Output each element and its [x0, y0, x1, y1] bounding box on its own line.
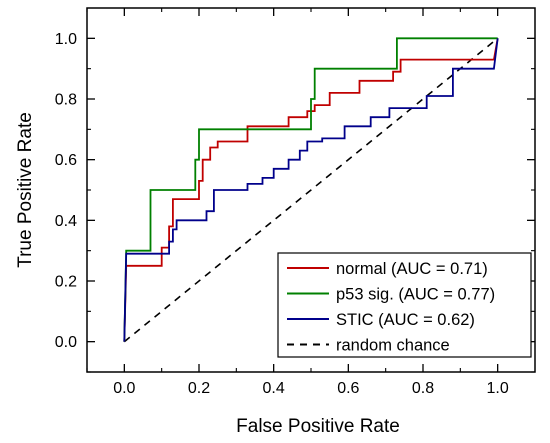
x-tick-label: 0.4 [263, 380, 285, 397]
series-line-0 [123, 38, 499, 342]
legend-label-2: STIC (AUC = 0.62) [336, 311, 475, 329]
legend-label-3: random chance [336, 337, 450, 355]
series-line-3 [123, 37, 499, 343]
y-tick-label: 0.0 [55, 334, 77, 351]
x-axis-title: False Positive Rate [236, 416, 400, 437]
legend-label-0: normal (AUC = 0.71) [336, 260, 488, 278]
legend-box [277, 252, 532, 358]
series-line-2 [123, 38, 499, 342]
x-tick-label: 0.8 [412, 380, 434, 397]
y-axis-title: True Positive Rate [15, 112, 36, 268]
legend: normal (AUC = 0.71) p53 sig. (AUC = 0.77)… [277, 252, 532, 358]
y-tick-label: 0.6 [55, 152, 77, 169]
x-tick-label: 1.0 [487, 380, 509, 397]
y-tick-label: 1.0 [55, 31, 77, 48]
axes: 0.0 0.2 0.4 0.6 0.8 1.0 0.0 0.2 0.4 0.6 0.8 1.0 [55, 7, 536, 397]
x-tick-label: 0.0 [113, 380, 135, 397]
plot-series [123, 37, 499, 343]
y-tick-label: 0.2 [55, 274, 77, 291]
x-tick-label: 0.6 [337, 380, 359, 397]
legend-label-1: p53 sig. (AUC = 0.77) [336, 286, 495, 304]
y-tick-label: 0.8 [55, 92, 77, 109]
x-tick-label: 0.2 [188, 380, 210, 397]
series-line-1 [123, 37, 498, 342]
y-tick-label: 0.4 [55, 213, 77, 230]
